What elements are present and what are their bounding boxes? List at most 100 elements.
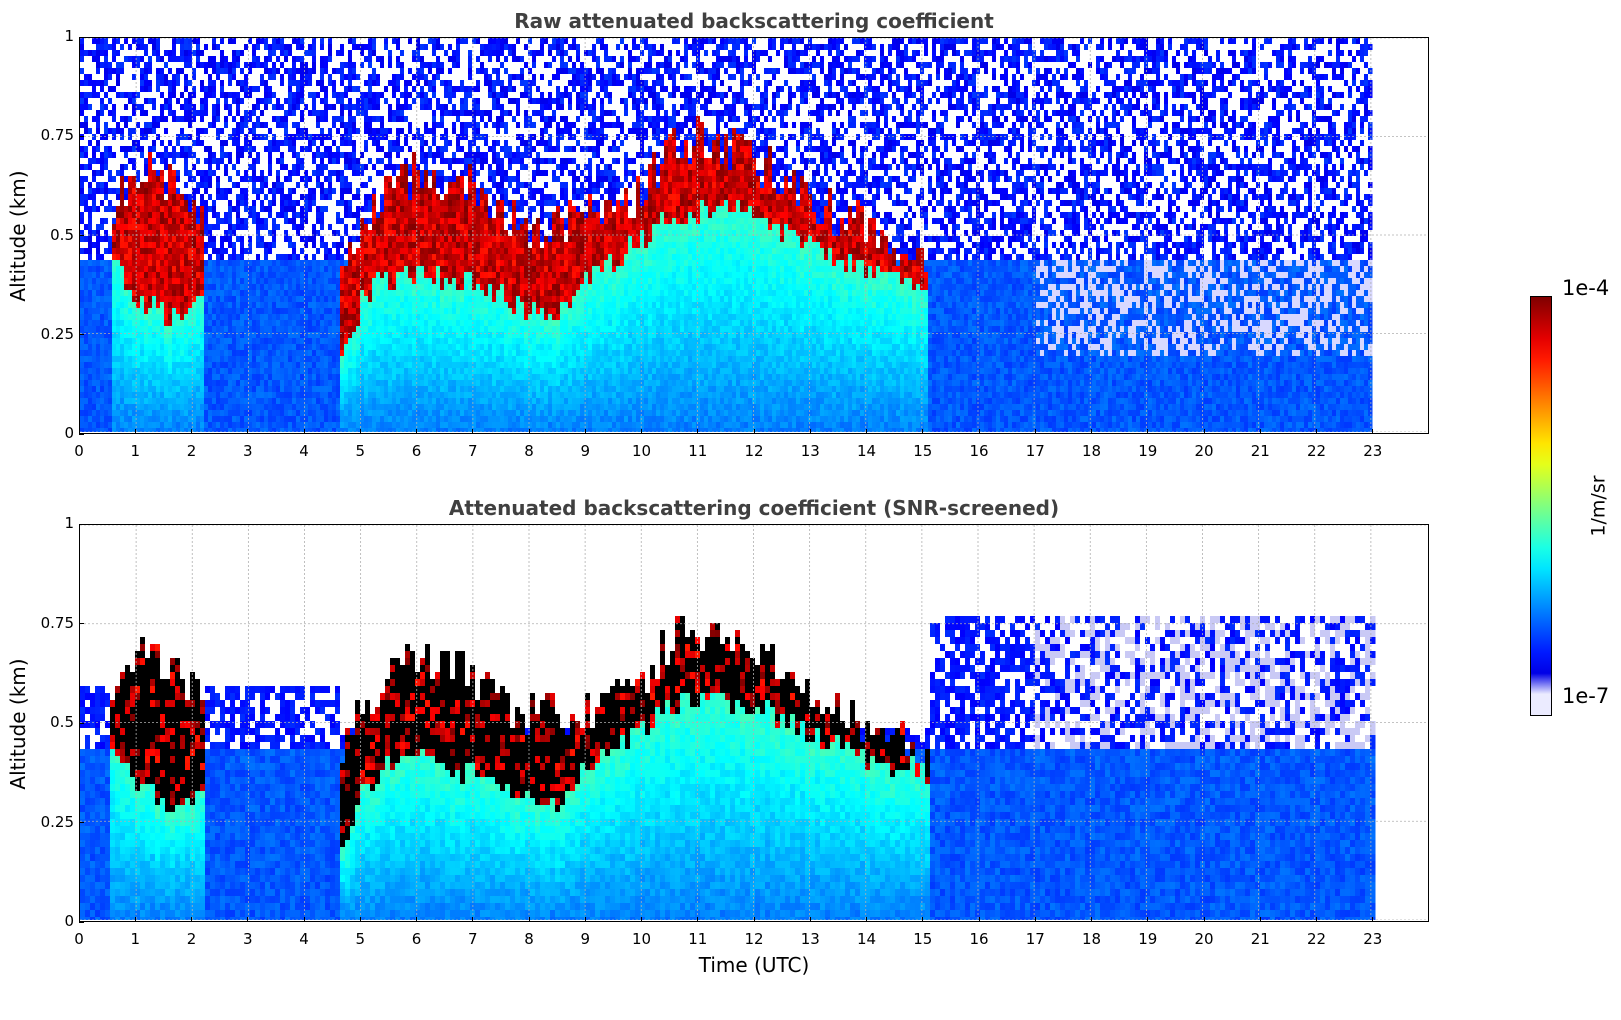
x-tick-mark (472, 917, 473, 922)
x-tick-label: 7 (453, 930, 493, 948)
x-tick-label: 12 (734, 930, 774, 948)
x-tick-mark (529, 429, 530, 434)
x-tick-label: 5 (340, 442, 380, 460)
x-tick-mark (416, 429, 417, 434)
x-tick-label: 14 (847, 930, 887, 948)
x-tick-label: 4 (284, 442, 324, 460)
x-tick-label: 10 (622, 930, 662, 948)
x-tick-mark (1091, 917, 1092, 922)
y-tick-label: 0.25 (29, 325, 74, 343)
x-tick-label: 1 (115, 442, 155, 460)
colorbar (1530, 296, 1552, 716)
colorbar-max-label: 1e-4 (1562, 276, 1609, 300)
x-tick-mark (191, 917, 192, 922)
y-tick-label: 0.75 (29, 126, 74, 144)
x-tick-label: 22 (1297, 930, 1337, 948)
x-tick-label: 13 (790, 442, 830, 460)
x-tick-mark (1204, 429, 1205, 434)
x-tick-label: 11 (678, 442, 718, 460)
y-tick-label: 1 (29, 27, 74, 45)
x-tick-mark (1260, 429, 1261, 434)
y-tick-label: 0 (29, 912, 74, 930)
x-tick-mark (304, 917, 305, 922)
y-tick-label: 0.75 (29, 614, 74, 632)
x-tick-label: 23 (1353, 930, 1393, 948)
x-tick-label: 2 (172, 442, 212, 460)
x-tick-mark (247, 917, 248, 922)
x-tick-mark (191, 429, 192, 434)
x-tick-mark (135, 429, 136, 434)
x-tick-label: 16 (959, 930, 999, 948)
x-tick-label: 15 (903, 442, 943, 460)
x-tick-label: 19 (1128, 930, 1168, 948)
heatmap-snr (80, 525, 1427, 920)
x-tick-mark (135, 917, 136, 922)
x-tick-label: 6 (397, 442, 437, 460)
x-tick-label: 12 (734, 442, 774, 460)
plot-area-raw (79, 37, 1429, 434)
y-tick-mark (79, 235, 84, 236)
x-tick-mark (866, 917, 867, 922)
x-tick-label: 15 (903, 930, 943, 948)
x-tick-mark (1147, 429, 1148, 434)
x-tick-mark (1035, 429, 1036, 434)
x-tick-mark (472, 429, 473, 434)
x-tick-label: 0 (59, 442, 99, 460)
x-tick-mark (529, 917, 530, 922)
x-tick-label: 22 (1297, 442, 1337, 460)
colorbar-unit-label: 1/m/sr (1588, 475, 1610, 536)
x-tick-mark (1372, 917, 1373, 922)
x-tick-label: 21 (1240, 442, 1280, 460)
x-tick-mark (922, 917, 923, 922)
plot-area-snr (79, 524, 1429, 922)
x-tick-label: 3 (228, 442, 268, 460)
x-tick-label: 2 (172, 930, 212, 948)
y-tick-mark (79, 524, 84, 525)
x-tick-mark (304, 429, 305, 434)
y-tick-label: 0.5 (29, 226, 74, 244)
x-tick-label: 0 (59, 930, 99, 948)
x-axis-label: Time (UTC) (604, 953, 904, 977)
x-tick-mark (922, 429, 923, 434)
x-tick-mark (697, 917, 698, 922)
x-tick-label: 13 (790, 930, 830, 948)
x-tick-label: 3 (228, 930, 268, 948)
x-tick-mark (416, 917, 417, 922)
x-tick-label: 4 (284, 930, 324, 948)
x-tick-mark (585, 917, 586, 922)
x-tick-mark (697, 429, 698, 434)
x-tick-label: 20 (1184, 442, 1224, 460)
x-tick-label: 9 (565, 930, 605, 948)
x-tick-label: 10 (622, 442, 662, 460)
x-tick-label: 21 (1240, 930, 1280, 948)
y-tick-label: 0 (29, 424, 74, 442)
x-tick-label: 5 (340, 930, 380, 948)
y-tick-label: 0.25 (29, 813, 74, 831)
x-tick-mark (1372, 429, 1373, 434)
x-tick-mark (979, 429, 980, 434)
x-tick-mark (641, 429, 642, 434)
y-tick-mark (79, 136, 84, 137)
x-tick-mark (979, 917, 980, 922)
colorbar-min-label: 1e-7 (1562, 684, 1609, 708)
x-tick-label: 7 (453, 442, 493, 460)
x-tick-label: 18 (1072, 930, 1112, 948)
x-tick-mark (360, 917, 361, 922)
x-tick-mark (810, 429, 811, 434)
x-tick-label: 9 (565, 442, 605, 460)
x-tick-mark (1091, 429, 1092, 434)
x-tick-mark (1035, 917, 1036, 922)
x-tick-label: 23 (1353, 442, 1393, 460)
x-tick-label: 20 (1184, 930, 1224, 948)
x-tick-label: 17 (1015, 930, 1055, 948)
y-axis-label-raw: Altitude (km) (6, 166, 30, 306)
x-tick-mark (754, 429, 755, 434)
x-tick-mark (585, 429, 586, 434)
y-tick-mark (79, 434, 84, 435)
x-tick-label: 16 (959, 442, 999, 460)
x-tick-mark (810, 917, 811, 922)
y-axis-label-snr: Altitude (km) (6, 654, 30, 794)
x-tick-label: 8 (509, 930, 549, 948)
y-tick-mark (79, 822, 84, 823)
y-tick-label: 1 (29, 514, 74, 532)
